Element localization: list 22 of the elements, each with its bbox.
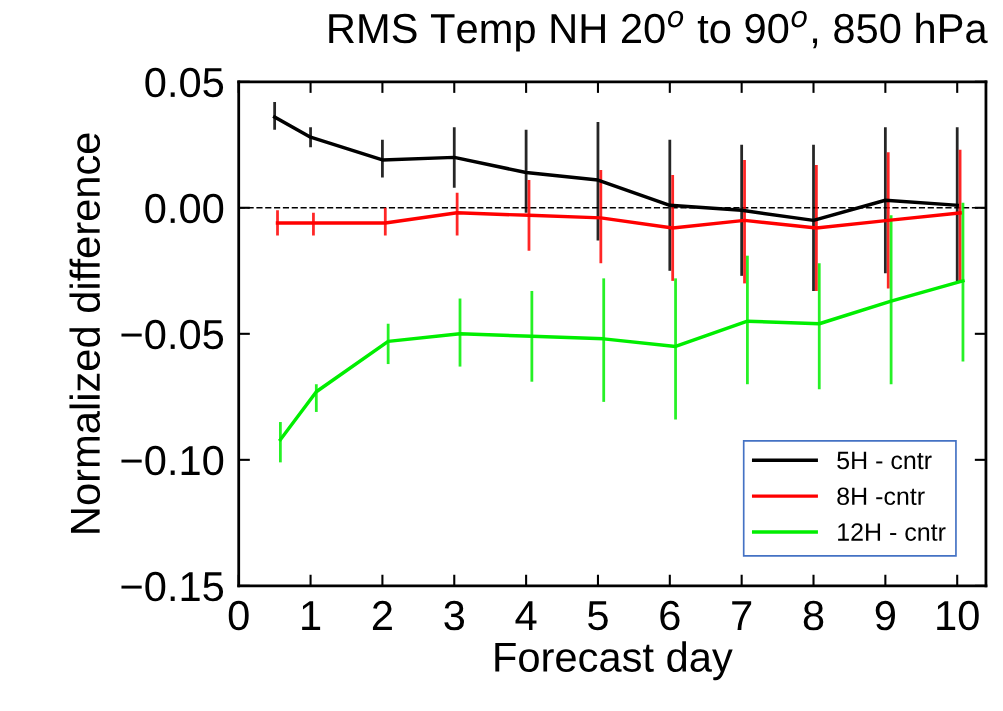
legend-label: 5H - cntr [837,451,932,470]
chart-title: RMS Temp NH 20$^{o}$ to 90$^{o}$, 850 hPa [329,10,988,52]
x-tick-label: 9 [875,600,895,631]
x-tick-label: 0 [228,600,249,631]
y-tick-label: −0.15 [121,571,224,602]
x-axis-title: Forecast day [495,641,733,681]
x-tick-label: 4 [515,601,537,630]
y-tick-label: 0.00 [145,193,224,224]
y-axis-title: Normalized difference [69,133,101,533]
y-tick-label: 0.05 [145,67,224,98]
x-tick-label: 8 [803,600,824,631]
y-tick-label: −0.05 [121,319,224,350]
legend-label: 12H - cntr [838,523,946,541]
x-tick-label: 1 [302,601,321,630]
y-tick-label: −0.10 [121,445,224,476]
x-tick-label: 5 [588,601,608,631]
x-tick-label: 10 [937,600,979,631]
x-tick-label: 7 [732,601,752,630]
x-tick-label: 6 [660,600,680,631]
x-tick-label: 3 [444,600,465,631]
legend-label: 8H -cntr [837,487,925,506]
x-tick-label: 2 [372,600,392,630]
